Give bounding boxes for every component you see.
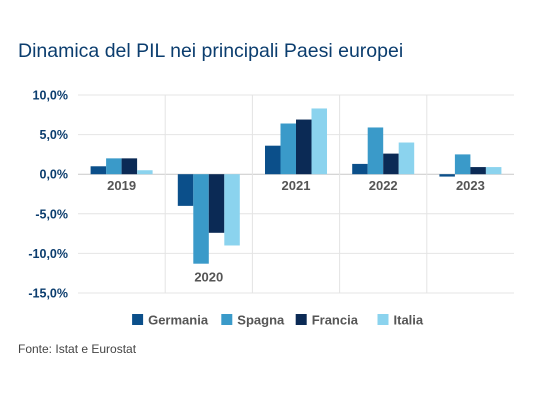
bar [311,108,327,175]
legend-swatch [221,314,233,325]
legend-label: Francia [312,313,359,328]
x-category-label: 2022 [369,178,398,193]
bar [193,174,209,264]
bar [208,174,225,233]
bar [106,158,122,175]
source-note: Fonte: Istat e Eurostat [18,342,137,356]
x-category-label: 2020 [194,270,223,285]
bar [470,167,486,175]
bar [137,170,153,175]
bar [398,142,415,175]
x-category-label: 2023 [456,178,485,193]
legend-swatch [377,314,389,325]
bar [485,167,502,175]
x-category-label: 2019 [107,178,136,193]
bar [439,174,455,177]
chart-title: Dinamica del PIL nei principali Paesi eu… [18,40,404,62]
y-tick-label: -5,0% [35,207,68,221]
bar [265,145,281,175]
bar [383,153,399,175]
legend-swatch [132,314,144,325]
y-tick-label: 0,0% [40,168,69,182]
bar [352,163,368,175]
y-tick-label: -10,0% [28,247,68,261]
bar [90,166,107,175]
legend-label: Germania [148,313,209,328]
bar [177,174,194,206]
bar [454,154,471,175]
bar [367,127,384,175]
y-tick-label: -15,0% [28,287,68,301]
bar [224,174,240,246]
bar [121,158,138,175]
bar [296,119,312,175]
legend-label: Italia [394,313,424,328]
legend-label: Spagna [237,313,285,328]
y-tick-label: 5,0% [40,128,69,142]
legend-swatch [295,314,307,325]
y-tick-label: 10,0% [33,89,68,103]
bar [280,123,296,175]
x-category-label: 2021 [282,178,311,193]
